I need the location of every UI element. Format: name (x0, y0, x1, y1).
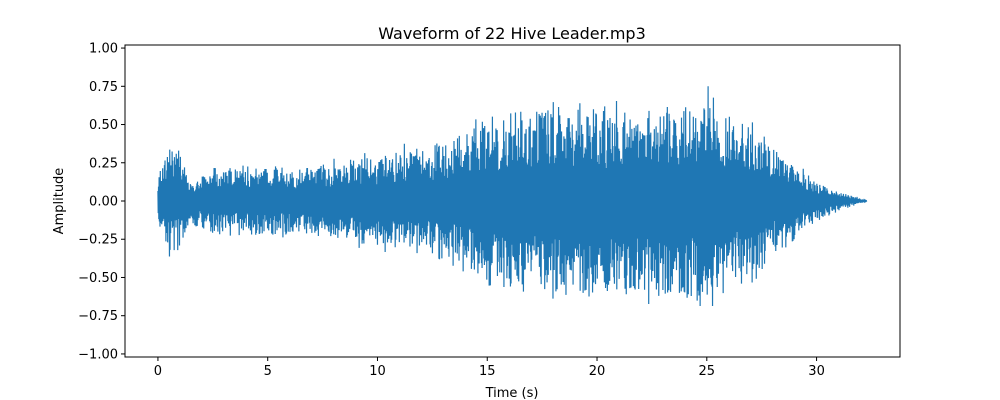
y-tick-label: 0.00 (89, 195, 118, 210)
y-axis-label: Amplitude (52, 168, 67, 235)
y-tick-label: 0.25 (89, 156, 118, 171)
y-tick-label: −1.00 (78, 347, 118, 362)
y-tick-label: −0.75 (78, 309, 118, 324)
x-tick-label: 25 (699, 364, 716, 379)
x-axis-label: Time (s) (485, 386, 539, 400)
axes: 0 5 10 15 20 25 30 1.00 0.75 0.50 0.25 0.00 −0.25 −0.… (78, 42, 901, 379)
waveform-series-line (157, 86, 868, 306)
chart-title: Waveform of 22 Hive Leader.mp3 (378, 24, 646, 43)
x-tick-label: 5 (264, 364, 272, 379)
x-tick-label: 0 (154, 364, 162, 379)
y-tick-label: 1.00 (89, 42, 118, 57)
y-tick-label: 0.50 (89, 118, 118, 133)
x-tick-label: 10 (369, 364, 386, 379)
y-tick-label: 0.75 (89, 80, 118, 95)
plot-area (157, 86, 868, 306)
y-tick-label: −0.25 (78, 233, 118, 248)
x-tick-label: 30 (808, 364, 825, 379)
x-tick-label: 15 (479, 364, 496, 379)
x-tick-label: 20 (589, 364, 606, 379)
y-tick-label: −0.50 (78, 271, 118, 286)
